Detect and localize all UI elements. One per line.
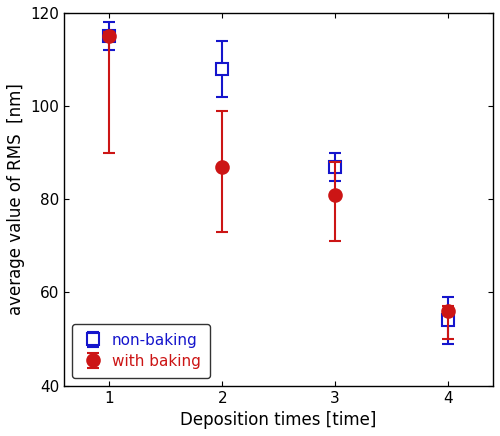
X-axis label: Deposition times [time]: Deposition times [time] bbox=[180, 411, 377, 429]
Legend: non-baking, with baking: non-baking, with baking bbox=[72, 324, 210, 378]
Y-axis label: average value of RMS  [nm]: average value of RMS [nm] bbox=[7, 83, 25, 315]
